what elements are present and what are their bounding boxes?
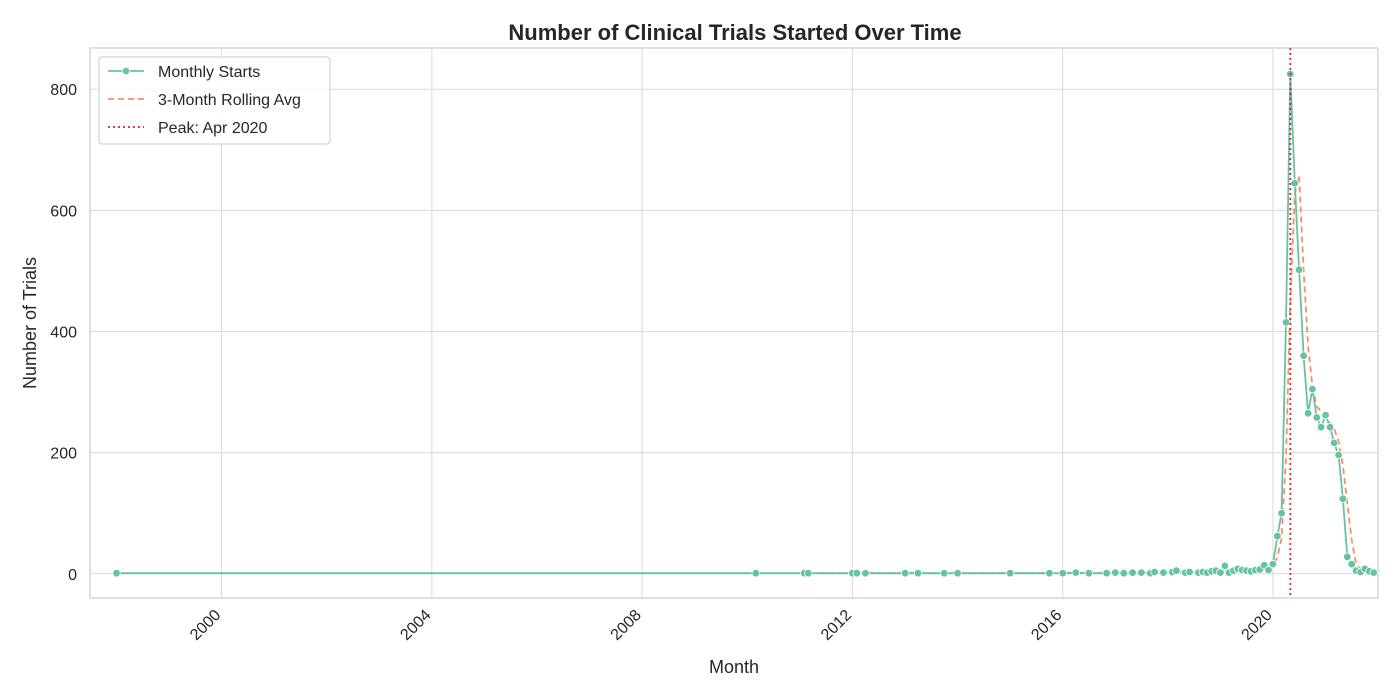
data-point-monthly (852, 569, 861, 578)
legend-marker-monthly (121, 66, 131, 76)
y-tick-label: 600 (50, 203, 77, 220)
data-point-monthly (112, 569, 121, 578)
data-point-monthly (1308, 384, 1317, 394)
data-point-monthly (1290, 178, 1299, 188)
data-point-monthly (1119, 569, 1128, 578)
series-layer (112, 48, 1378, 598)
data-point-monthly (913, 569, 923, 578)
data-point-monthly (1084, 569, 1094, 578)
y-tick-label: 200 (50, 446, 77, 463)
data-point-monthly (1325, 423, 1335, 432)
data-point-monthly (1273, 532, 1282, 541)
data-point-monthly (861, 569, 870, 578)
data-point-monthly (751, 569, 760, 578)
data-point-monthly (1264, 565, 1273, 575)
data-point-monthly (1268, 559, 1278, 569)
plot-frame (89, 47, 1379, 599)
data-point-monthly (1111, 568, 1120, 577)
data-point-monthly (1150, 567, 1159, 577)
legend-box (98, 56, 331, 145)
data-point-monthly (1369, 568, 1378, 577)
data-point-monthly (1321, 410, 1330, 420)
data-point-monthly (804, 569, 813, 578)
data-point-monthly (1045, 569, 1054, 578)
y-tick-label: 400 (50, 324, 77, 341)
data-point-monthly (1071, 568, 1080, 577)
data-point-monthly (1277, 509, 1286, 518)
data-point-monthly (1334, 450, 1343, 460)
legend-label-monthly: Monthly Starts (158, 64, 260, 81)
data-point-monthly (1220, 561, 1230, 571)
data-point-monthly (1316, 423, 1326, 432)
data-point-monthly (900, 569, 910, 578)
legend: Monthly Starts 3-Month Rolling Avg Peak:… (98, 56, 331, 145)
x-axis-title: Month (709, 657, 759, 677)
legend-label-peak: Peak: Apr 2020 (158, 120, 268, 137)
y-tick-labels: 0 200 400 600 800 (50, 82, 77, 584)
data-point-monthly (1347, 559, 1356, 569)
data-point-monthly (1294, 265, 1304, 274)
data-point-monthly (1343, 552, 1352, 561)
data-point-monthly (1216, 568, 1225, 577)
data-point-monthly (1281, 318, 1291, 327)
legend-label-rolling: 3-Month Rolling Avg (158, 92, 301, 109)
legend-item-peak: Peak: Apr 2020 (108, 120, 268, 137)
data-point-monthly (1299, 351, 1308, 360)
legend-item-rolling-avg: 3-Month Rolling Avg (108, 92, 301, 109)
data-point-monthly (1312, 413, 1321, 422)
data-point-monthly (1005, 569, 1015, 578)
y-axis-title: Number of Trials (20, 257, 40, 389)
chart-title: Number of Clinical Trials Started Over T… (508, 20, 961, 45)
y-tick-label: 0 (68, 567, 77, 584)
data-point-monthly (940, 569, 949, 578)
data-point-monthly (1185, 567, 1194, 577)
data-point-monthly (953, 569, 962, 578)
y-tick-label: 800 (50, 82, 77, 99)
data-point-monthly (1159, 568, 1168, 577)
data-point-monthly (1303, 409, 1313, 418)
data-point-monthly (1058, 569, 1067, 578)
data-point-monthly (1137, 568, 1146, 577)
data-point-monthly (1172, 566, 1181, 575)
legend-item-monthly-starts: Monthly Starts (108, 64, 260, 81)
data-point-monthly (1102, 569, 1111, 578)
data-point-monthly (1338, 494, 1348, 503)
data-point-monthly (1128, 568, 1137, 577)
data-point-monthly (1329, 438, 1339, 448)
